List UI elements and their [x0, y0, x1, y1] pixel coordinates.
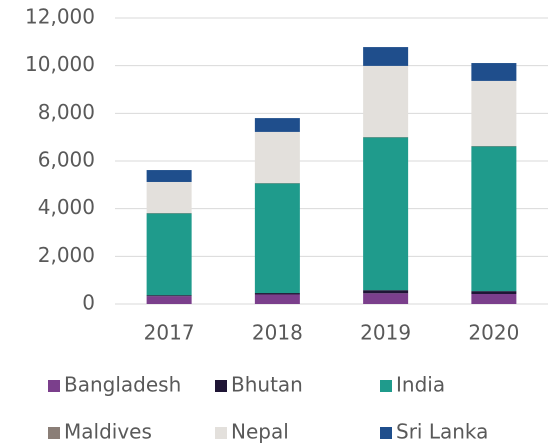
bar-segment	[254, 294, 300, 304]
x-tick-label: 2020	[468, 321, 519, 345]
legend-label: Nepal	[231, 420, 289, 444]
legend-swatch	[48, 427, 60, 439]
bar-segment	[254, 118, 300, 132]
bar-segment	[471, 63, 517, 81]
y-tick-label: 10,000	[25, 52, 95, 76]
bar-segment	[146, 296, 192, 304]
legend-label: Maldives	[64, 420, 152, 444]
legend-swatch	[215, 427, 227, 439]
bar-segment	[471, 293, 517, 304]
y-tick-label: 4,000	[38, 195, 95, 219]
legend-swatch	[215, 380, 227, 392]
bar-segment	[146, 295, 192, 297]
legend-swatch	[48, 380, 60, 392]
bar-segment	[254, 131, 300, 183]
bar-segment	[363, 290, 409, 294]
bar-segment	[146, 213, 192, 296]
bar-segment	[363, 293, 409, 304]
bar-segment	[471, 146, 517, 292]
legend-swatch	[380, 427, 392, 439]
legend-swatch	[380, 380, 392, 392]
bar-segment	[146, 170, 192, 182]
bar-segment	[146, 181, 192, 213]
y-tick-label: 8,000	[38, 100, 95, 124]
y-tick-label: 0	[82, 291, 95, 315]
y-tick-label: 6,000	[38, 148, 95, 172]
y-tick-label: 2,000	[38, 243, 95, 267]
bar-segment	[254, 183, 300, 294]
bar-segment	[471, 80, 517, 146]
bar-segment	[363, 137, 409, 291]
legend-label: India	[396, 373, 445, 397]
bar-segment	[363, 47, 409, 66]
x-tick-label: 2019	[360, 321, 411, 345]
legend-label: Bhutan	[231, 373, 303, 397]
x-tick-label: 2018	[252, 321, 303, 345]
bar-segment	[363, 65, 409, 137]
y-tick-label: 12,000	[25, 5, 95, 29]
legend-label: Sri Lanka	[396, 420, 488, 444]
x-tick-label: 2017	[144, 321, 195, 345]
bar-segment	[254, 293, 300, 295]
bar-segment	[471, 291, 517, 294]
legend-label: Bangladesh	[64, 373, 181, 397]
